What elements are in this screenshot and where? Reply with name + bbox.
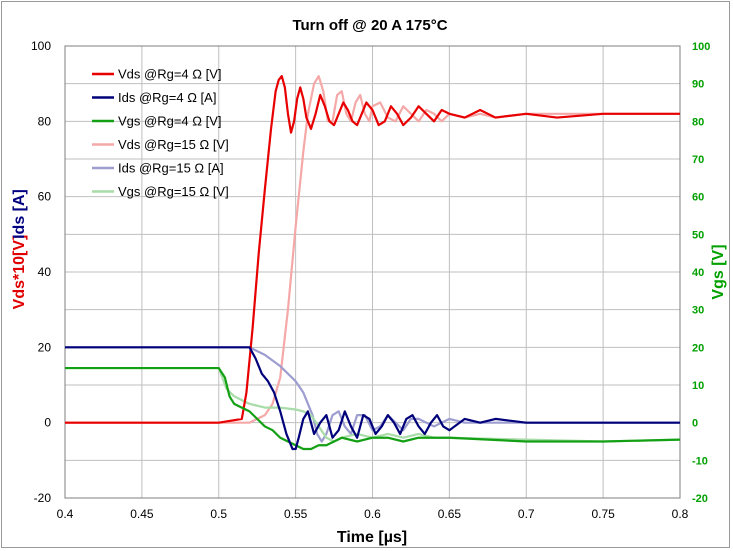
legend-label-1: Ids @Rg=4 Ω [A]	[118, 90, 216, 105]
y-left-tick-label: 100	[31, 39, 51, 53]
legend-label-5: Vgs @Rg=15 Ω [V]	[118, 184, 229, 199]
y-right-label: Vgs [V]	[710, 244, 727, 299]
y-right-tick-label: 30	[692, 305, 704, 317]
legend-label-0: Vds @Rg=4 Ω [V]	[118, 67, 222, 82]
legend: Vds @Rg=4 Ω [V] Ids @Rg=4 Ω [A] Vgs @Rg=4 …	[92, 67, 229, 199]
y-left-tick-label: 20	[38, 340, 52, 354]
x-tick-label: 0.45	[130, 507, 154, 521]
legend-label-3: Vds @Rg=15 Ω [V]	[118, 137, 229, 152]
y-right-tick-label: -10	[692, 455, 708, 467]
y-left-axis-label: Vds*10[V]	[11, 235, 28, 310]
y-left-tick-labels: 100 80 60 40 20 0 -20	[31, 39, 51, 505]
y-right-tick-label: 80	[692, 116, 704, 128]
y-right-tick-label: 10	[692, 380, 704, 392]
y-right-tick-label: 70	[692, 154, 704, 166]
y-right-tick-label: 60	[692, 192, 704, 204]
y-left-tick-label: 0	[44, 416, 51, 430]
y-left-label-group: Vds*10[V]	[11, 235, 28, 310]
series-layer	[65, 75, 681, 451]
legend-label-2: Vgs @Rg=4 Ω [V]	[118, 114, 222, 129]
y-left-label-ids-group: Ids [A]	[11, 189, 28, 239]
series-line-3	[65, 75, 680, 424]
x-tick-label: 0.65	[438, 507, 462, 521]
y-left-axis-label-ids: Ids [A]	[11, 189, 28, 239]
x-tick-label: 0.55	[284, 507, 308, 521]
y-right-tick-label: 0	[692, 418, 698, 430]
chart-title: Turn off @ 20 A 175°C	[292, 17, 447, 34]
x-tick-labels: 0.4 0.45 0.5 0.55 0.6 0.65 0.7 0.75 0.8	[57, 507, 689, 521]
plot-border	[64, 45, 681, 499]
y-right-tick-label: 40	[692, 267, 704, 279]
y-right-tick-label: 90	[692, 79, 704, 91]
x-tick-label: 0.5	[210, 507, 227, 521]
y-left-tick-label: 40	[38, 265, 52, 279]
y-left-label-vds: Vds*10[V]	[11, 235, 28, 310]
x-tick-label: 0.75	[591, 507, 615, 521]
y-left-tick-label: 80	[38, 114, 52, 128]
y-left-tick-label: -20	[34, 491, 52, 505]
series-line-4	[65, 346, 680, 443]
x-tick-label: 0.7	[518, 507, 535, 521]
y-left-tick-label: 60	[38, 190, 52, 204]
y-right-tick-label: 20	[692, 342, 704, 354]
series-line-2	[65, 366, 681, 451]
y-right-tick-label: 100	[692, 41, 710, 53]
x-tick-label: 0.6	[364, 507, 381, 521]
series-line-1	[65, 346, 680, 451]
x-axis-label: Time [µs]	[337, 529, 407, 546]
y-right-axis-label: Vgs [V]	[710, 244, 727, 299]
x-tick-label: 0.4	[57, 507, 74, 521]
y-right-tick-label: 50	[692, 229, 704, 241]
legend-label-4: Ids @Rg=15 Ω [A]	[118, 161, 224, 176]
y-left-label-ids: Ids [A]	[11, 189, 28, 239]
series-line-0	[65, 75, 680, 424]
x-tick-label: 0.8	[672, 507, 689, 521]
y-right-tick-label: -20	[692, 493, 708, 505]
